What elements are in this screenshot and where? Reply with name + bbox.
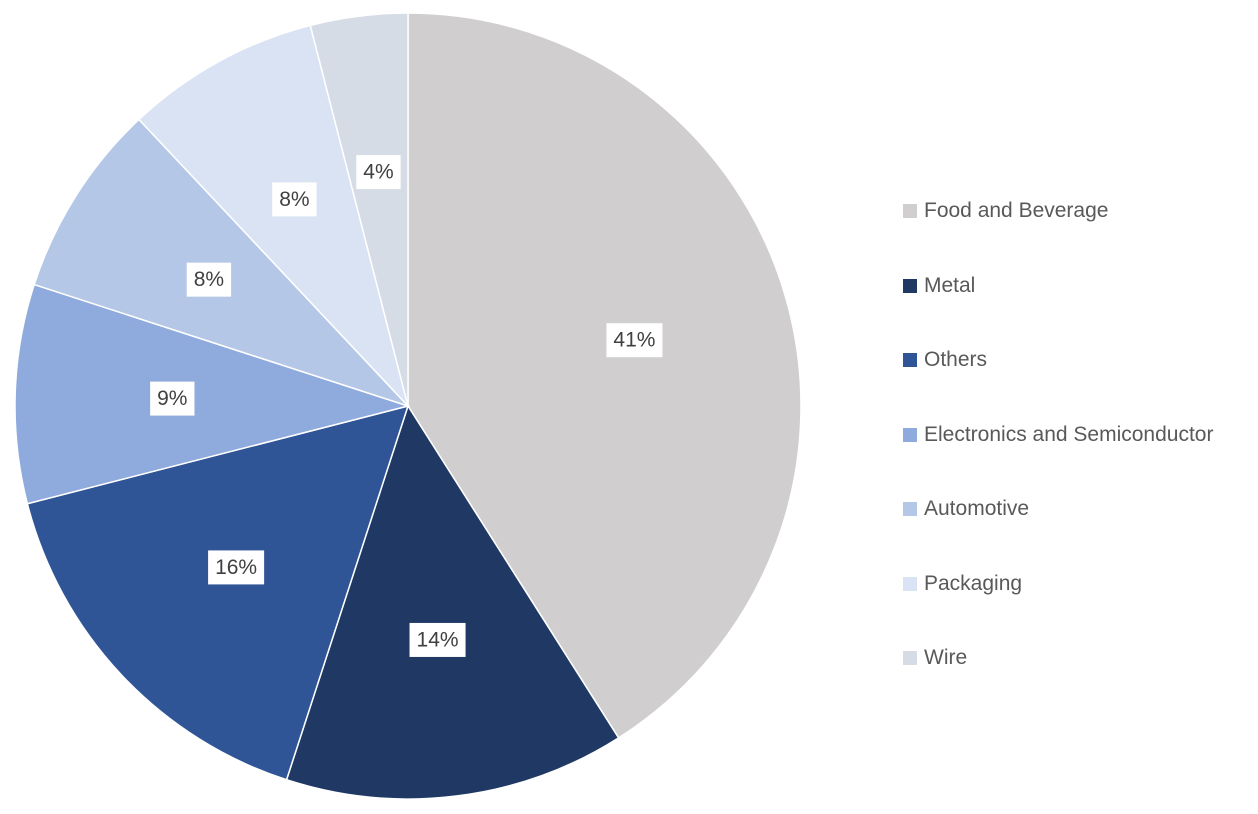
pie-slice-electronics-and-semiconductor [14, 283, 411, 505]
legend-swatch [903, 353, 917, 368]
data-labels: 41% 14% 16% 9% 8% 8% 4% [150, 155, 663, 657]
pie-slice-wire [309, 12, 409, 407]
chart-legend: Food and Beverage Metal Others Electronics … [903, 174, 1213, 696]
legend-item-food-and-beverage: Food and Beverage [903, 174, 1213, 249]
data-label-electronics-and-semiconductor: 9% [150, 381, 195, 416]
data-label-text: 14% [417, 628, 459, 651]
legend-swatch [903, 427, 917, 442]
legend-label: Automotive [924, 497, 1030, 521]
data-label-food-and-beverage: 41% [606, 323, 663, 358]
pie-chart: 41% 14% 16% 9% 8% 8% 4% [14, 12, 802, 800]
legend-swatch [903, 204, 917, 219]
data-label-automotive: 8% [186, 262, 232, 297]
legend-label: Wire [924, 646, 968, 670]
legend-label: Electronics and Semiconductor [924, 422, 1214, 446]
legend-swatch [903, 502, 917, 517]
legend-item-electronics-and-semiconductor: Electronics and Semiconductor [903, 398, 1213, 473]
legend-item-wire: Wire [903, 621, 1213, 696]
pie-slice-others [26, 404, 410, 781]
legend-item-automotive: Automotive [903, 472, 1213, 547]
data-label-text: 41% [613, 329, 655, 352]
legend-swatch [903, 576, 917, 591]
data-label-others: 16% [208, 550, 265, 585]
legend-item-metal: Metal [903, 249, 1213, 324]
data-label-text: 8% [194, 268, 224, 291]
pie-slices [14, 12, 802, 800]
legend-label: Metal [924, 273, 976, 297]
data-label-packaging: 8% [272, 182, 317, 217]
data-label-metal: 14% [409, 622, 466, 657]
pie-slice-metal [285, 404, 620, 800]
legend-item-others: Others [903, 323, 1213, 398]
legend-swatch [903, 278, 917, 293]
pie-slice-food-and-beverage [407, 12, 802, 739]
data-label-text: 8% [279, 188, 309, 211]
data-label-text: 4% [363, 161, 393, 184]
legend-item-packaging: Packaging [903, 547, 1213, 622]
legend-label: Others [924, 348, 988, 372]
data-label-text: 16% [215, 556, 257, 579]
legend-label: Food and Beverage [924, 199, 1109, 223]
legend-swatch [903, 651, 917, 666]
data-label-text: 9% [157, 387, 187, 410]
legend-label: Packaging [924, 571, 1023, 595]
data-label-wire: 4% [356, 155, 401, 190]
